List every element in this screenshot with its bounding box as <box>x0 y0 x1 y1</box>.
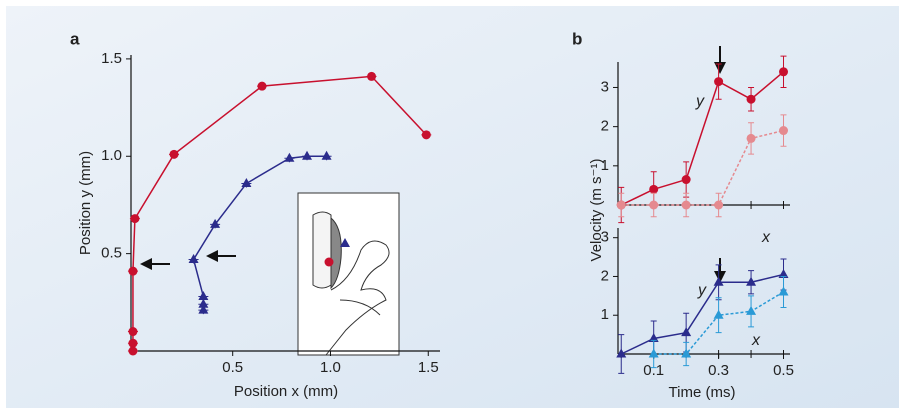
marker <box>746 305 757 315</box>
marker <box>210 218 221 228</box>
inset <box>297 192 400 356</box>
marker <box>681 348 692 358</box>
x-axis-label: Time (ms) <box>669 384 736 401</box>
marker <box>128 338 138 348</box>
annotation: y <box>697 282 707 299</box>
marker <box>779 126 789 136</box>
x-tick-label: 1.5 <box>418 359 439 376</box>
marker <box>649 200 659 210</box>
series-line <box>653 291 784 355</box>
annotation: x <box>761 229 771 246</box>
marker <box>367 71 377 81</box>
annotation: y <box>695 93 705 110</box>
y-axis-label: Position y (mm) <box>77 151 94 255</box>
marker <box>713 309 724 319</box>
marker <box>257 81 267 91</box>
marker <box>746 276 757 286</box>
marker <box>649 184 659 194</box>
panel-label: a <box>70 29 80 48</box>
marker <box>681 200 691 210</box>
y-tick-label: 1 <box>601 157 609 174</box>
x-tick-label: 0.5 <box>222 359 243 376</box>
y-tick-label: 3 <box>601 78 609 95</box>
x-tick-label: 0.1 <box>643 362 664 379</box>
marker <box>321 150 332 160</box>
marker <box>714 200 724 210</box>
marker <box>778 286 789 296</box>
marker <box>169 149 179 159</box>
marker <box>128 266 138 276</box>
marker <box>188 253 199 263</box>
marker <box>713 276 724 286</box>
series-line <box>620 273 784 355</box>
marker <box>198 290 209 300</box>
marker <box>746 133 756 143</box>
marker <box>714 77 724 87</box>
marker <box>648 348 659 358</box>
y-axis-label: Velocity (m s⁻¹) <box>588 159 605 262</box>
x-tick-label: 1.0 <box>320 359 341 376</box>
marker <box>128 327 138 337</box>
marker <box>746 94 756 104</box>
marker <box>616 348 627 358</box>
x-tick-label: 0.5 <box>773 362 794 379</box>
marker <box>198 298 209 308</box>
marker <box>648 332 659 342</box>
y-tick-label: 2 <box>601 267 609 284</box>
marker <box>778 269 789 279</box>
x-tick-label: 0.3 <box>708 362 729 379</box>
panel-label: b <box>572 29 582 48</box>
x-axis-label: Position x (mm) <box>234 383 338 400</box>
y-tick-label: 3 <box>601 229 609 246</box>
marker <box>681 327 692 337</box>
marker <box>616 200 626 210</box>
arrows <box>140 46 726 283</box>
annotation: x <box>751 332 761 349</box>
marker <box>779 67 789 77</box>
y-tick-label: 1.0 <box>101 147 122 164</box>
marker <box>130 214 140 224</box>
marker <box>241 178 252 188</box>
background <box>6 6 899 408</box>
y-tick-label: 1.5 <box>101 50 122 67</box>
y-tick-label: 1 <box>601 306 609 323</box>
marker <box>198 304 209 314</box>
marker <box>128 346 138 356</box>
marker <box>681 175 691 185</box>
marker <box>421 130 431 140</box>
series-line <box>620 71 784 206</box>
y-tick-label: 2 <box>601 118 609 135</box>
y-tick-label: 0.5 <box>101 245 122 262</box>
series-line <box>621 129 784 206</box>
marker <box>302 150 313 160</box>
marker <box>284 152 295 162</box>
